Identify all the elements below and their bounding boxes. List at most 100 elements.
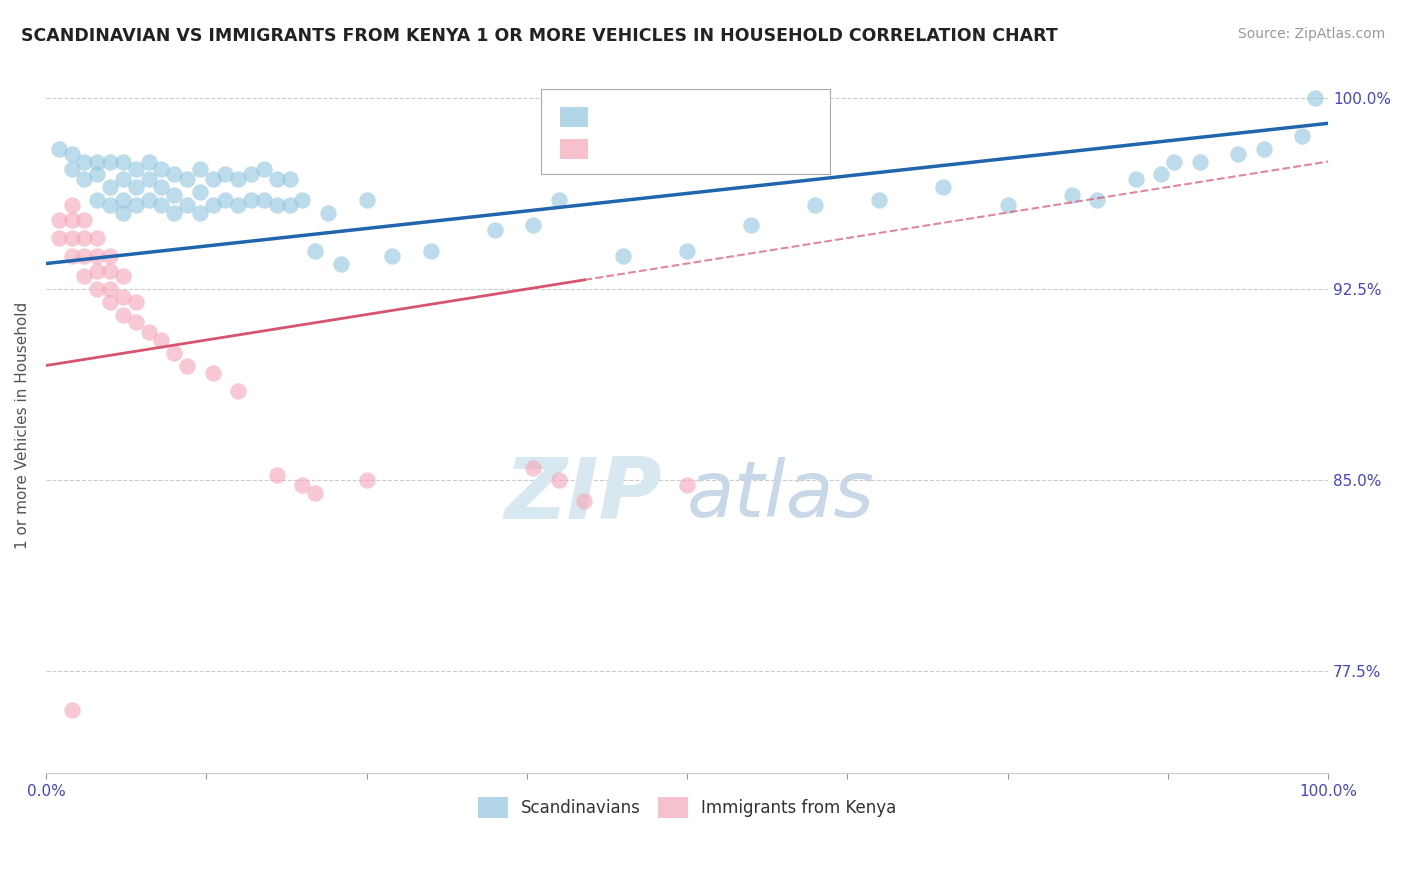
Point <box>522 219 544 233</box>
Point <box>1305 91 1327 105</box>
Point <box>48 231 70 245</box>
Point <box>60 162 83 177</box>
Point <box>111 205 134 219</box>
Point <box>111 172 134 186</box>
Point <box>1085 193 1108 207</box>
Point <box>60 231 83 245</box>
Point <box>1253 142 1275 156</box>
Point <box>86 231 108 245</box>
Point <box>73 249 96 263</box>
Point <box>547 473 569 487</box>
Point <box>329 256 352 270</box>
Point <box>86 193 108 207</box>
Point <box>86 264 108 278</box>
Point <box>111 193 134 207</box>
Point <box>188 185 211 199</box>
Point <box>226 384 249 398</box>
Point <box>188 162 211 177</box>
Point <box>111 154 134 169</box>
Point <box>86 282 108 296</box>
Text: R =  0.506   N = 73: R = 0.506 N = 73 <box>596 104 787 122</box>
Point <box>86 249 108 263</box>
Point <box>1227 147 1250 161</box>
Point <box>48 213 70 227</box>
Point <box>868 193 890 207</box>
Point <box>150 180 173 194</box>
Point <box>86 154 108 169</box>
Point <box>163 167 186 181</box>
Point <box>125 315 148 329</box>
Point <box>356 473 378 487</box>
Point <box>240 167 263 181</box>
Point <box>291 478 314 492</box>
Point <box>214 193 236 207</box>
Point <box>138 172 160 186</box>
Point <box>1163 154 1185 169</box>
Point <box>1150 167 1173 181</box>
Point <box>60 249 83 263</box>
Point <box>150 162 173 177</box>
Point <box>150 198 173 212</box>
Point <box>60 213 83 227</box>
Point <box>278 172 301 186</box>
Point <box>304 244 326 258</box>
Point <box>138 193 160 207</box>
Point <box>419 244 441 258</box>
Point <box>48 142 70 156</box>
Point <box>356 193 378 207</box>
Point <box>1125 172 1147 186</box>
Point <box>125 294 148 309</box>
Text: R =   0.133   N = 38: R = 0.133 N = 38 <box>596 136 793 153</box>
Text: SCANDINAVIAN VS IMMIGRANTS FROM KENYA 1 OR MORE VEHICLES IN HOUSEHOLD CORRELATIO: SCANDINAVIAN VS IMMIGRANTS FROM KENYA 1 … <box>21 27 1057 45</box>
Point <box>804 198 827 212</box>
Point <box>612 249 634 263</box>
Point <box>73 231 96 245</box>
Point <box>240 193 263 207</box>
Point <box>1291 129 1313 144</box>
Point <box>176 359 198 373</box>
Point <box>997 198 1019 212</box>
Point <box>932 180 955 194</box>
Point <box>60 147 83 161</box>
Y-axis label: 1 or more Vehicles in Household: 1 or more Vehicles in Household <box>15 301 30 549</box>
Point <box>125 198 148 212</box>
Point <box>73 154 96 169</box>
Point <box>60 198 83 212</box>
Point <box>522 460 544 475</box>
Point <box>125 180 148 194</box>
Point <box>98 282 121 296</box>
Point <box>278 198 301 212</box>
Point <box>266 198 288 212</box>
Point <box>98 294 121 309</box>
Point <box>201 198 224 212</box>
Point <box>138 154 160 169</box>
Point <box>73 269 96 284</box>
Text: atlas: atlas <box>688 457 875 533</box>
Point <box>163 345 186 359</box>
Point <box>226 198 249 212</box>
Point <box>125 162 148 177</box>
Point <box>291 193 314 207</box>
Point <box>73 172 96 186</box>
Point <box>163 205 186 219</box>
Point <box>253 193 276 207</box>
Point <box>111 269 134 284</box>
Point <box>73 213 96 227</box>
Text: Source: ZipAtlas.com: Source: ZipAtlas.com <box>1237 27 1385 41</box>
Point <box>226 172 249 186</box>
Text: ZIP: ZIP <box>503 453 661 536</box>
Point <box>574 493 596 508</box>
Point <box>98 154 121 169</box>
Point <box>316 205 339 219</box>
Point <box>150 333 173 347</box>
Point <box>98 198 121 212</box>
Point <box>304 486 326 500</box>
Point <box>214 167 236 181</box>
Point <box>740 219 762 233</box>
Point <box>676 478 699 492</box>
Point <box>253 162 276 177</box>
Point <box>1188 154 1211 169</box>
Point <box>201 366 224 380</box>
Point <box>163 187 186 202</box>
Point <box>111 290 134 304</box>
